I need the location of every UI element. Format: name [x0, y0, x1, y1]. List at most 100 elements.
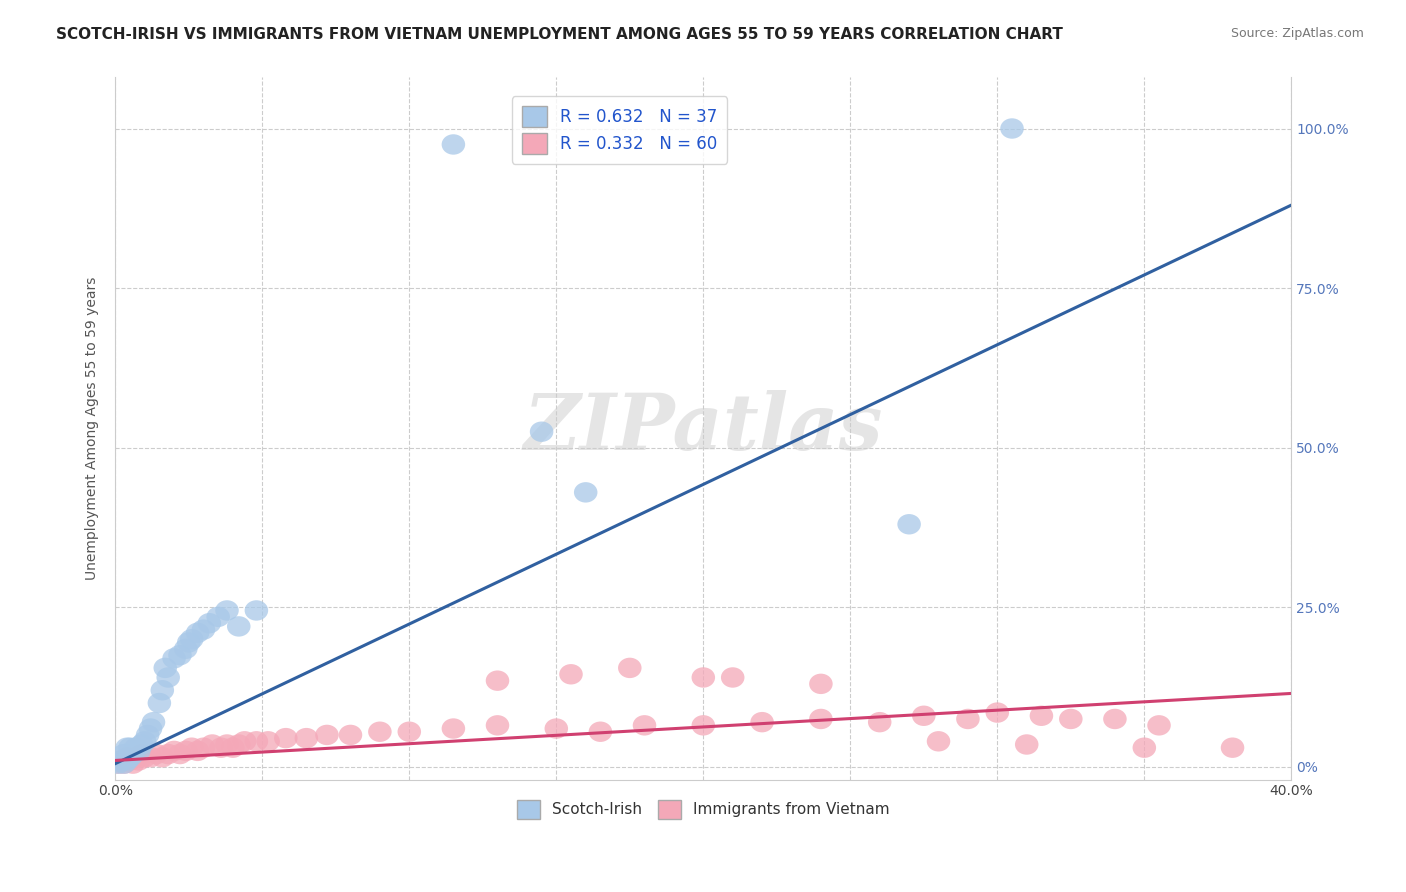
Ellipse shape	[121, 754, 145, 774]
Ellipse shape	[209, 738, 233, 758]
Ellipse shape	[129, 744, 153, 764]
Ellipse shape	[986, 702, 1010, 723]
Ellipse shape	[274, 728, 298, 748]
Ellipse shape	[589, 722, 612, 742]
Ellipse shape	[110, 750, 134, 771]
Text: Source: ZipAtlas.com: Source: ZipAtlas.com	[1230, 27, 1364, 40]
Ellipse shape	[530, 422, 554, 442]
Ellipse shape	[134, 731, 156, 752]
Ellipse shape	[156, 667, 180, 688]
Ellipse shape	[1147, 715, 1171, 736]
Ellipse shape	[169, 645, 191, 665]
Ellipse shape	[112, 744, 136, 764]
Ellipse shape	[1015, 734, 1039, 755]
Ellipse shape	[441, 718, 465, 739]
Ellipse shape	[118, 747, 142, 767]
Ellipse shape	[186, 740, 209, 761]
Ellipse shape	[1000, 119, 1024, 139]
Ellipse shape	[1029, 706, 1053, 726]
Ellipse shape	[150, 680, 174, 700]
Ellipse shape	[1220, 738, 1244, 758]
Text: SCOTCH-IRISH VS IMMIGRANTS FROM VIETNAM UNEMPLOYMENT AMONG AGES 55 TO 59 YEARS C: SCOTCH-IRISH VS IMMIGRANTS FROM VIETNAM …	[56, 27, 1063, 42]
Ellipse shape	[574, 483, 598, 502]
Ellipse shape	[198, 613, 221, 633]
Ellipse shape	[868, 712, 891, 732]
Y-axis label: Unemployment Among Ages 55 to 59 years: Unemployment Among Ages 55 to 59 years	[86, 277, 100, 580]
Ellipse shape	[226, 734, 250, 755]
Ellipse shape	[186, 623, 209, 643]
Ellipse shape	[295, 728, 318, 748]
Ellipse shape	[145, 744, 169, 764]
Ellipse shape	[118, 750, 142, 771]
Ellipse shape	[148, 693, 172, 714]
Ellipse shape	[150, 747, 174, 767]
Ellipse shape	[118, 738, 142, 758]
Ellipse shape	[441, 135, 465, 154]
Ellipse shape	[124, 738, 148, 758]
Ellipse shape	[560, 664, 582, 684]
Ellipse shape	[215, 600, 239, 621]
Ellipse shape	[201, 734, 224, 755]
Ellipse shape	[233, 731, 256, 752]
Ellipse shape	[153, 657, 177, 678]
Ellipse shape	[245, 731, 269, 752]
Ellipse shape	[142, 712, 166, 732]
Ellipse shape	[956, 709, 980, 729]
Ellipse shape	[226, 616, 250, 637]
Ellipse shape	[368, 722, 392, 742]
Ellipse shape	[162, 740, 186, 761]
Ellipse shape	[221, 738, 245, 758]
Ellipse shape	[129, 734, 153, 755]
Ellipse shape	[112, 754, 136, 774]
Ellipse shape	[156, 744, 180, 764]
Ellipse shape	[1133, 738, 1156, 758]
Ellipse shape	[139, 718, 162, 739]
Ellipse shape	[107, 754, 129, 774]
Ellipse shape	[912, 706, 935, 726]
Ellipse shape	[256, 731, 280, 752]
Ellipse shape	[485, 671, 509, 691]
Ellipse shape	[215, 734, 239, 755]
Ellipse shape	[191, 738, 215, 758]
Ellipse shape	[110, 750, 134, 771]
Ellipse shape	[115, 738, 139, 758]
Ellipse shape	[207, 607, 231, 627]
Ellipse shape	[1059, 709, 1083, 729]
Text: ZIPatlas: ZIPatlas	[523, 391, 883, 467]
Ellipse shape	[808, 673, 832, 694]
Ellipse shape	[115, 747, 139, 767]
Ellipse shape	[174, 639, 198, 659]
Ellipse shape	[174, 740, 198, 761]
Ellipse shape	[315, 724, 339, 745]
Ellipse shape	[398, 722, 420, 742]
Ellipse shape	[136, 724, 159, 745]
Ellipse shape	[897, 514, 921, 534]
Ellipse shape	[124, 747, 148, 767]
Ellipse shape	[485, 715, 509, 736]
Ellipse shape	[180, 738, 204, 758]
Ellipse shape	[1104, 709, 1126, 729]
Ellipse shape	[177, 632, 201, 653]
Ellipse shape	[808, 709, 832, 729]
Ellipse shape	[633, 715, 657, 736]
Ellipse shape	[191, 619, 215, 640]
Ellipse shape	[927, 731, 950, 752]
Ellipse shape	[339, 724, 363, 745]
Ellipse shape	[619, 657, 641, 678]
Ellipse shape	[127, 750, 150, 771]
Ellipse shape	[115, 750, 139, 771]
Ellipse shape	[121, 744, 145, 764]
Legend: Scotch-Irish, Immigrants from Vietnam: Scotch-Irish, Immigrants from Vietnam	[512, 794, 896, 824]
Ellipse shape	[180, 629, 204, 649]
Ellipse shape	[107, 754, 129, 774]
Ellipse shape	[692, 667, 716, 688]
Ellipse shape	[139, 747, 162, 767]
Ellipse shape	[162, 648, 186, 668]
Ellipse shape	[134, 747, 156, 767]
Ellipse shape	[692, 715, 716, 736]
Ellipse shape	[245, 600, 269, 621]
Ellipse shape	[112, 754, 136, 774]
Ellipse shape	[169, 744, 191, 764]
Ellipse shape	[751, 712, 773, 732]
Ellipse shape	[127, 740, 150, 761]
